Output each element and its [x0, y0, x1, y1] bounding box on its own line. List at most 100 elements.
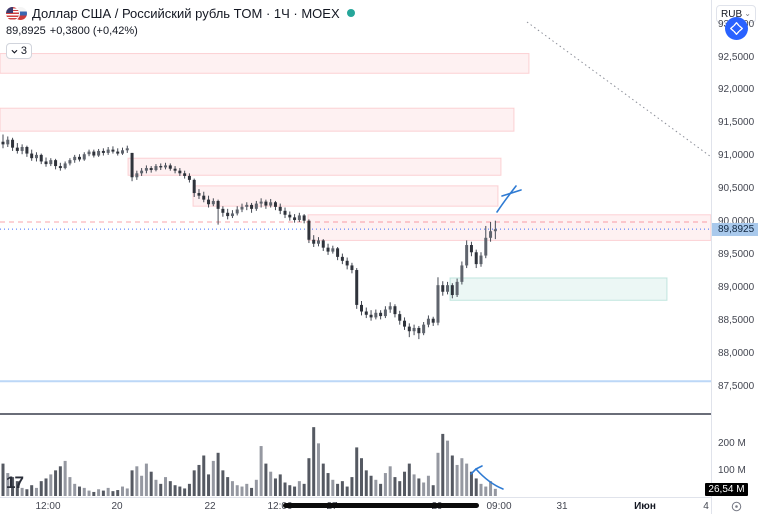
- candle-body: [34, 154, 38, 159]
- candle-body: [264, 201, 268, 206]
- candle-body: [393, 306, 397, 315]
- price-axis-label: 90,0000: [718, 216, 755, 227]
- volume-bar: [355, 447, 359, 496]
- volume-bar: [426, 475, 430, 496]
- us-flag-icon: [6, 6, 19, 20]
- blue-sketch-stroke: [475, 465, 483, 470]
- candle-body: [302, 215, 306, 221]
- candle-body: [140, 170, 144, 174]
- supply-zone: [307, 214, 711, 241]
- candle-body: [11, 139, 15, 148]
- volume-bar: [479, 483, 483, 496]
- volume-bar: [460, 458, 464, 496]
- candle-body: [49, 160, 53, 165]
- volume-bar: [207, 474, 211, 496]
- candle-body: [293, 217, 297, 221]
- candle-body: [460, 265, 464, 282]
- candle-body: [58, 166, 62, 169]
- candle-body: [312, 239, 316, 244]
- candles-layer[interactable]: [1, 134, 497, 340]
- candle-body: [130, 152, 134, 178]
- candle-body: [250, 204, 254, 209]
- legend-title-row: Доллар США / Российский рубль TOM · 1Ч ·…: [6, 4, 355, 22]
- volume-bar: [34, 487, 38, 496]
- price-axis[interactable]: RUB ⌄ 89,8925 93,000092,500092,000091,50…: [711, 0, 758, 514]
- time-axis-label: 12:00: [267, 501, 293, 512]
- volume-bar: [235, 485, 239, 496]
- zones-layer[interactable]: [0, 53, 711, 301]
- drawn-thick-line-annotation[interactable]: [283, 503, 479, 508]
- candle-body: [469, 245, 473, 253]
- volume-bar: [489, 481, 493, 496]
- legend-collapse-button[interactable]: 3: [6, 43, 32, 59]
- candle-body: [350, 265, 354, 271]
- candle-body: [25, 146, 29, 154]
- volume-bar: [68, 477, 72, 496]
- lines-layer[interactable]: [0, 21, 711, 383]
- volume-layer[interactable]: [1, 427, 497, 496]
- volume-bar: [73, 483, 77, 496]
- volume-bar: [369, 475, 373, 496]
- time-axis-label: Июн: [634, 501, 656, 512]
- volume-bar: [412, 474, 416, 496]
- candle-body: [398, 314, 402, 321]
- volume-bar: [474, 478, 478, 496]
- candle-body: [407, 326, 411, 332]
- symbol-title[interactable]: Доллар США / Российский рубль TOM · 1Ч ·…: [32, 5, 340, 21]
- candle-body: [412, 327, 416, 332]
- volume-bar: [173, 485, 177, 496]
- volume-bar: [393, 477, 397, 496]
- candle-body: [307, 220, 311, 240]
- candle-body: [121, 150, 124, 154]
- candle-body: [417, 327, 421, 334]
- candle-body: [197, 193, 201, 196]
- candle-body: [484, 237, 488, 256]
- volume-bar: [116, 490, 120, 496]
- volume-bar: [465, 463, 469, 496]
- candle-body: [154, 166, 158, 171]
- candle-body: [125, 148, 129, 151]
- volume-bar: [450, 455, 454, 496]
- candle-body: [364, 311, 368, 315]
- candle-body: [245, 204, 249, 207]
- volume-bar: [183, 488, 187, 496]
- four-arrows-icon: [730, 22, 743, 35]
- volume-bar: [441, 433, 445, 496]
- candle-body: [345, 260, 349, 266]
- volume-bar: [436, 452, 440, 496]
- candle-body: [30, 153, 34, 159]
- candle-body: [388, 306, 392, 310]
- currency-unit-button[interactable]: RUB ⌄: [716, 5, 756, 23]
- trend-dotted-line: [526, 21, 711, 158]
- chart-canvas[interactable]: [0, 0, 711, 497]
- pane-separator-handle[interactable]: [0, 413, 758, 415]
- volume-bar: [493, 488, 497, 496]
- candle-body: [254, 203, 258, 209]
- volume-bar: [97, 489, 101, 496]
- blue-sketch-stroke: [501, 189, 522, 197]
- volume-bar: [168, 481, 172, 496]
- volume-bar: [221, 470, 225, 496]
- volume-bar: [240, 486, 244, 496]
- sketch-drawings-layer[interactable]: [470, 185, 522, 490]
- tradingview-watermark-logo[interactable]: 17: [6, 473, 24, 492]
- candle-body: [135, 173, 139, 178]
- candle-body: [111, 149, 115, 152]
- volume-bar: [388, 466, 392, 496]
- candle-body: [82, 154, 86, 160]
- time-axis-label: 12:00: [35, 501, 61, 512]
- expand-chart-fab-button[interactable]: [725, 17, 748, 40]
- demand-zone: [449, 277, 668, 301]
- volume-bar: [135, 466, 139, 496]
- candle-body: [326, 247, 330, 252]
- candle-body: [321, 240, 325, 248]
- volume-bar: [30, 485, 34, 496]
- volume-bar: [469, 471, 473, 496]
- volume-bar: [54, 470, 58, 496]
- candle-body: [106, 149, 110, 153]
- candle-body: [183, 173, 187, 176]
- axis-settings-button[interactable]: [727, 499, 745, 513]
- volume-bar: [336, 483, 340, 496]
- volume-bar: [11, 477, 15, 496]
